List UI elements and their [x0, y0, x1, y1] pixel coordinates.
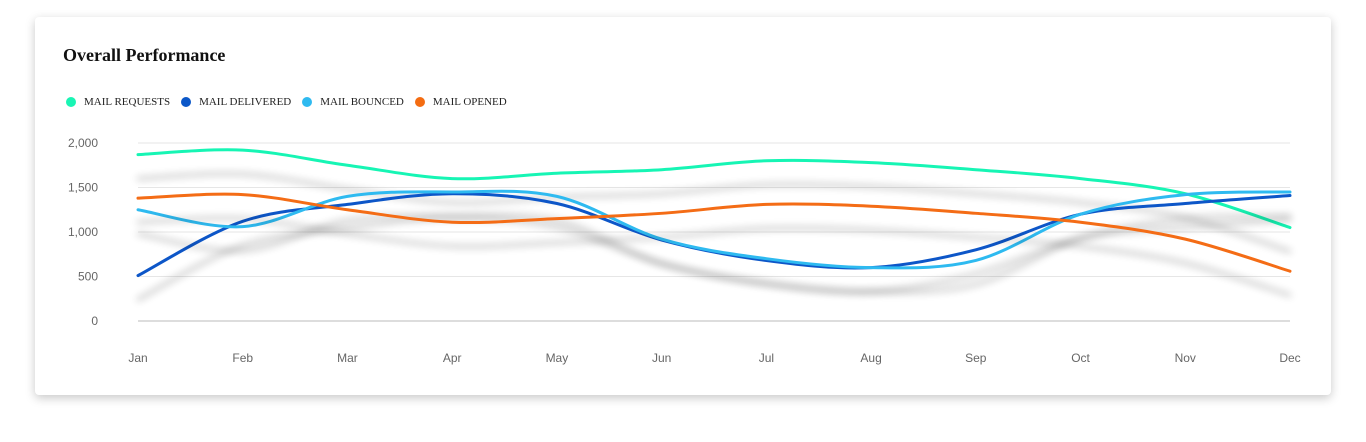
x-tick-label: Apr: [443, 351, 462, 365]
x-tick-label: Aug: [860, 351, 881, 365]
legend-dot-icon: [66, 97, 76, 107]
x-tick-label: Mar: [337, 351, 358, 365]
legend-item-mail-opened[interactable]: MAIL OPENED: [414, 96, 507, 108]
series-line-mail-opened[interactable]: [136, 192, 1292, 273]
legend-dot-icon: [181, 97, 192, 107]
series-line-mail-bounced[interactable]: [136, 189, 1292, 270]
x-tick-label: Nov: [1175, 351, 1196, 365]
legend-item-mail-requests[interactable]: MAIL REQUESTS: [66, 96, 170, 108]
x-tick-label: Oct: [1071, 351, 1090, 365]
x-tick-label: Sep: [965, 351, 987, 365]
y-tick-label: 2,000: [68, 136, 98, 150]
grid-lines: [138, 142, 1290, 322]
legend-dot-icon: [414, 97, 425, 107]
legend-label: MAIL BOUNCED: [320, 96, 404, 108]
x-tick-label: May: [546, 351, 569, 365]
x-tick-label: Dec: [1279, 351, 1300, 365]
legend-dot-icon: [302, 97, 313, 107]
legend-label: MAIL OPENED: [432, 96, 507, 108]
x-tick-label: Feb: [232, 351, 253, 365]
chart-title: Overall Performance: [63, 45, 226, 65]
legend-label: MAIL DELIVERED: [199, 96, 292, 108]
y-axis-ticks: 2,000 1,500 1,000 500 0: [68, 136, 98, 328]
y-tick-label: 500: [78, 270, 98, 284]
x-tick-label: Jan: [128, 351, 147, 365]
y-tick-label: 1,000: [68, 225, 98, 239]
chart-legend: MAIL REQUESTS MAIL DELIVERED MAIL BOUNCE…: [66, 96, 518, 108]
series-line-mail-requests[interactable]: [136, 148, 1292, 230]
y-tick-label: 1,500: [68, 181, 98, 195]
x-tick-label: Jul: [759, 351, 774, 365]
x-tick-label: Jun: [652, 351, 671, 365]
legend-item-mail-delivered[interactable]: MAIL DELIVERED: [181, 96, 291, 108]
series-lines: [136, 148, 1292, 278]
legend-item-mail-bounced[interactable]: MAIL BOUNCED: [302, 96, 404, 108]
y-tick-label: 0: [91, 314, 98, 328]
x-axis-ticks: Jan Feb Mar Apr May Jun Jul Aug Sep Oct Nov Dec: [128, 351, 1300, 365]
legend-label: MAIL REQUESTS: [84, 96, 171, 108]
